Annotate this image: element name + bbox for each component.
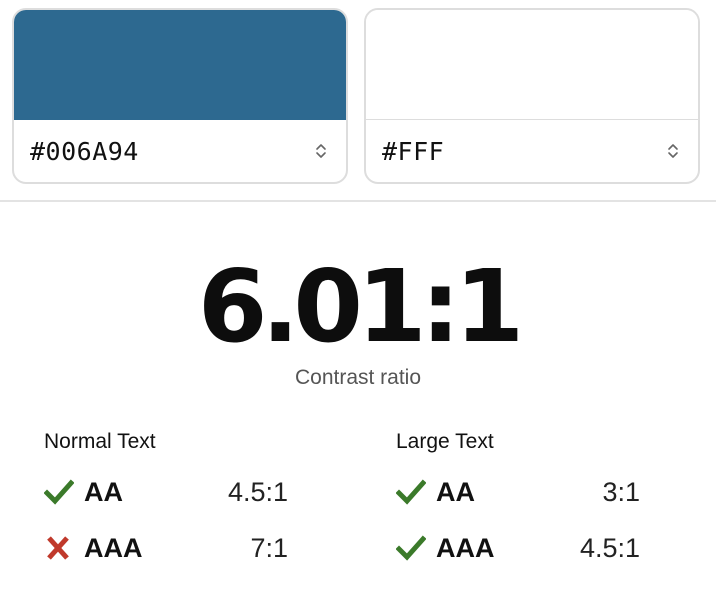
required-ratio: 4.5:1 [579, 533, 640, 563]
normal-text-aa-row: AA 4.5:1 [44, 474, 304, 510]
normal-text-aaa-row: AAA 7:1 [44, 530, 304, 566]
wcag-level: AAA [436, 532, 495, 563]
large-text-aa-row: AA 3:1 [396, 474, 656, 510]
required-ratio: 4.5:1 [227, 477, 288, 507]
wcag-level: AA [84, 476, 123, 507]
check-icon [396, 534, 428, 562]
foreground-hex-input[interactable]: #006A94 [30, 136, 139, 166]
background-swatch[interactable] [366, 10, 698, 120]
foreground-hex-row[interactable]: #006A94 [14, 120, 346, 182]
cross-icon [44, 534, 76, 562]
large-text-aaa-row: AAA 4.5:1 [396, 530, 656, 566]
check-icon [396, 478, 428, 506]
chevron-updown-icon[interactable] [664, 139, 682, 163]
foreground-swatch[interactable] [14, 10, 346, 120]
section-divider [0, 200, 716, 202]
check-icon [44, 478, 76, 506]
background-color-card: #FFF [364, 8, 700, 184]
background-hex-row[interactable]: #FFF [366, 120, 698, 182]
normal-text-title: Normal Text [44, 430, 156, 453]
normal-text-results: Normal Text AA 4.5:1 AAA 7:1 [44, 428, 304, 566]
required-ratio: 7:1 [250, 533, 288, 563]
foreground-color-card: #006A94 [12, 8, 348, 184]
wcag-level: AA [436, 476, 475, 507]
large-text-results: Large Text AA 3:1 AAA 4.5:1 [396, 428, 656, 566]
chevron-updown-icon[interactable] [312, 139, 330, 163]
background-hex-input[interactable]: #FFF [382, 136, 445, 166]
contrast-ratio-value: 6.01:1 [197, 248, 524, 365]
contrast-ratio-caption: Contrast ratio [294, 366, 422, 389]
required-ratio: 3:1 [602, 477, 640, 507]
wcag-level: AAA [84, 532, 143, 563]
large-text-title: Large Text [396, 430, 494, 453]
